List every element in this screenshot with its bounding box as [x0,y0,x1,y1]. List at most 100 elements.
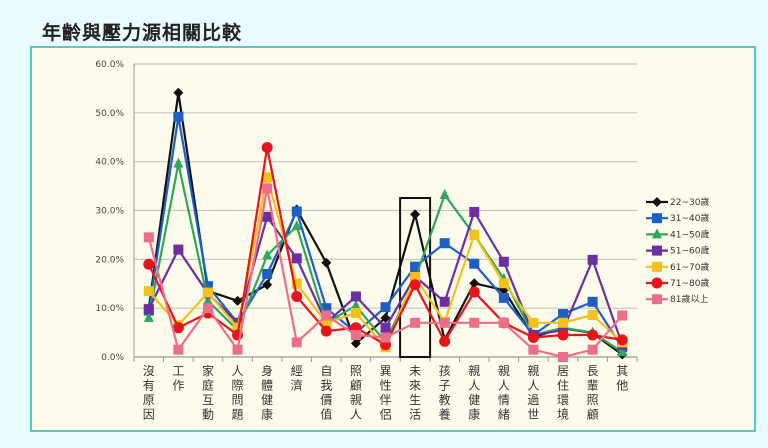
data-point [232,344,243,355]
data-point [587,344,598,355]
data-point [291,253,302,264]
data-point [587,310,598,321]
legend-marker [652,213,662,224]
y-tick-label: 50.0% [95,109,124,119]
data-point [410,317,421,328]
x-tick-label: 長輩照顧 [587,364,599,422]
y-tick-label: 0.0% [101,353,124,363]
data-point [528,317,539,328]
data-point [143,258,155,270]
legend-label: 22~30歲 [670,196,709,208]
data-point [350,299,361,310]
data-point [587,296,598,307]
y-tick-label: 30.0% [95,207,124,217]
data-point [173,344,184,355]
y-tick-label: 40.0% [95,158,124,168]
data-point [321,257,332,268]
data-point [469,206,480,217]
data-point [350,330,361,341]
data-point [262,268,273,279]
data-point [410,261,421,272]
data-point [498,317,509,328]
data-point [528,344,539,355]
data-point [380,332,391,343]
data-point [380,322,391,333]
x-tick-label: 工作 [172,364,184,393]
data-point [410,209,421,220]
data-point [262,249,273,260]
legend-marker [652,245,662,256]
page-title: 年齡與壓力源相關比較 [42,22,243,44]
data-point [291,337,302,348]
data-point [143,232,154,243]
data-point [202,294,213,305]
data-point [380,312,391,323]
data-point [469,229,480,240]
data-point [321,303,332,314]
data-point [617,346,628,357]
x-tick-label: 其他 [616,364,628,393]
data-point [468,286,480,298]
y-tick-label: 60.0% [95,60,124,70]
data-point [350,291,361,302]
data-point [173,244,184,255]
data-point [527,331,539,343]
x-tick-label: 親人情緒 [498,364,510,422]
data-point [172,322,184,334]
data-point [291,220,302,231]
data-point [587,329,599,341]
data-point [558,352,569,362]
data-point [557,329,569,341]
data-point [587,254,598,265]
data-point [262,172,273,183]
data-point [320,325,332,337]
data-point [143,311,154,322]
x-tick-label: 沒有原因 [143,364,155,422]
legend-marker [652,228,662,239]
x-tick-label: 未來生活 [409,364,421,422]
data-point [439,188,450,199]
data-point [262,279,273,290]
legend-marker [652,197,662,207]
y-tick-label: 20.0% [95,255,124,265]
data-point [498,256,509,267]
data-point [439,335,451,347]
legend-label: 81歲以上 [670,293,708,305]
x-tick-label: 家庭互動 [202,363,214,422]
data-point [439,296,450,307]
legend-label: 41~50歲 [670,228,709,240]
data-point [261,142,273,154]
x-tick-label: 經濟 [291,364,303,393]
data-point [262,183,273,194]
data-point [558,309,569,320]
legend-label: 61~70歲 [670,261,709,273]
data-point [173,157,184,168]
x-tick-label: 孩子教養 [439,364,451,422]
data-point [321,317,332,328]
legend-marker [651,277,663,289]
legend-label: 31~40歲 [670,212,709,224]
data-point [232,322,243,333]
data-point [558,317,569,328]
data-point [498,292,509,303]
x-tick-label: 照顧親人 [350,364,362,422]
data-point [202,287,213,298]
data-point [350,338,361,349]
data-point [616,334,628,346]
legend-marker [652,261,662,272]
data-point [617,310,628,321]
legend-marker [652,294,662,305]
data-point [380,302,391,313]
data-point [469,317,480,328]
data-point [439,317,450,328]
x-tick-label: 人際問題 [232,364,244,422]
x-tick-label: 異性伴侶 [379,364,391,422]
x-tick-label: 親人健康 [468,364,480,422]
data-point [350,308,361,319]
data-point [409,279,421,291]
legend-label: 71~80歲 [670,277,709,289]
data-point [202,281,213,292]
data-point [143,304,154,315]
x-tick-label: 身體健康 [261,363,273,422]
